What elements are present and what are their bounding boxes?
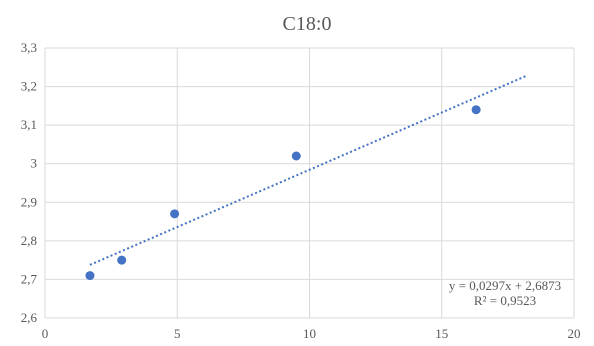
y-tick-label: 3,1: [21, 117, 37, 132]
trendline-layer: [89, 74, 527, 266]
y-tick-label: 2,9: [21, 194, 37, 209]
x-tick-label: 10: [303, 326, 316, 341]
data-point: [85, 271, 95, 281]
x-tick-label: 5: [174, 326, 181, 341]
y-tick-label: 3,3: [21, 40, 37, 55]
y-tick-label: 2,8: [21, 233, 37, 248]
data-point: [471, 105, 481, 115]
data-point: [291, 151, 301, 161]
trendline: [89, 74, 527, 266]
y-tick-label: 3: [31, 156, 38, 171]
data-point: [117, 255, 127, 265]
y-tick-label: 2,6: [21, 310, 38, 325]
x-tick-label: 20: [568, 326, 581, 341]
y-axis-tick-labels: 2,6 2,7 2,8 2,9 3 3,1 3,2 3,3: [21, 40, 38, 325]
data-point-layer: [85, 105, 481, 281]
chart-title: C18:0: [283, 13, 332, 35]
y-tick-label: 3,2: [21, 79, 37, 94]
data-point: [170, 209, 180, 219]
x-axis-tick-labels: 0 5 10 15 20: [42, 326, 581, 341]
trendline-r-squared: R² = 0,9523: [474, 293, 536, 308]
plot-grid: [44, 47, 575, 319]
x-tick-label: 15: [435, 326, 448, 341]
x-tick-label: 0: [42, 326, 49, 341]
y-tick-label: 2,7: [21, 271, 38, 286]
trendline-equation: y = 0,0297x + 2,6873: [449, 278, 561, 293]
